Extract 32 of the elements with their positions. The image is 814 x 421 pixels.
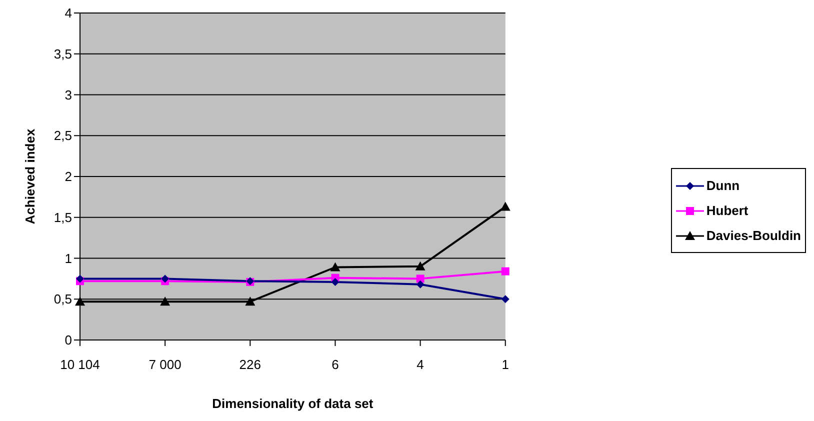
point (160, 296, 170, 306)
point (331, 278, 340, 286)
point (76, 274, 84, 283)
x-tick-label: 4 (416, 357, 424, 372)
y-axis-title: Achieved index (22, 128, 38, 224)
legend-label: Dunn (706, 178, 740, 193)
x-tick-label: 6 (332, 357, 339, 372)
y-tick-label: 0,5 (54, 292, 72, 307)
point (161, 274, 170, 283)
y-tick-label: 0 (64, 332, 72, 348)
x-tick-label: 7 000 (148, 357, 182, 372)
point (416, 274, 424, 283)
point (245, 296, 256, 306)
y-tick-label: 2 (64, 169, 72, 184)
y-tick-label: 3,5 (54, 46, 72, 62)
x-tick-label: 10 104 (60, 357, 100, 372)
y-tick-label: 2,5 (54, 128, 72, 144)
point (501, 267, 510, 276)
y-tick-label: 1 (64, 250, 72, 266)
x-axis-title: Dimensionality of data set (212, 396, 374, 411)
y-tick-label: 3 (64, 87, 72, 102)
legend-label: Davies-Bouldin (706, 228, 801, 243)
point (500, 202, 510, 211)
x-tick-label: 226 (239, 357, 261, 372)
point (330, 262, 340, 272)
point (501, 295, 510, 304)
x-tick-label: 1 (502, 357, 509, 372)
point (416, 280, 424, 288)
legend-label: Hubert (706, 203, 748, 218)
point (415, 261, 426, 270)
y-tick-label: 4 (64, 6, 72, 21)
y-tick-label: 1,5 (54, 210, 72, 225)
